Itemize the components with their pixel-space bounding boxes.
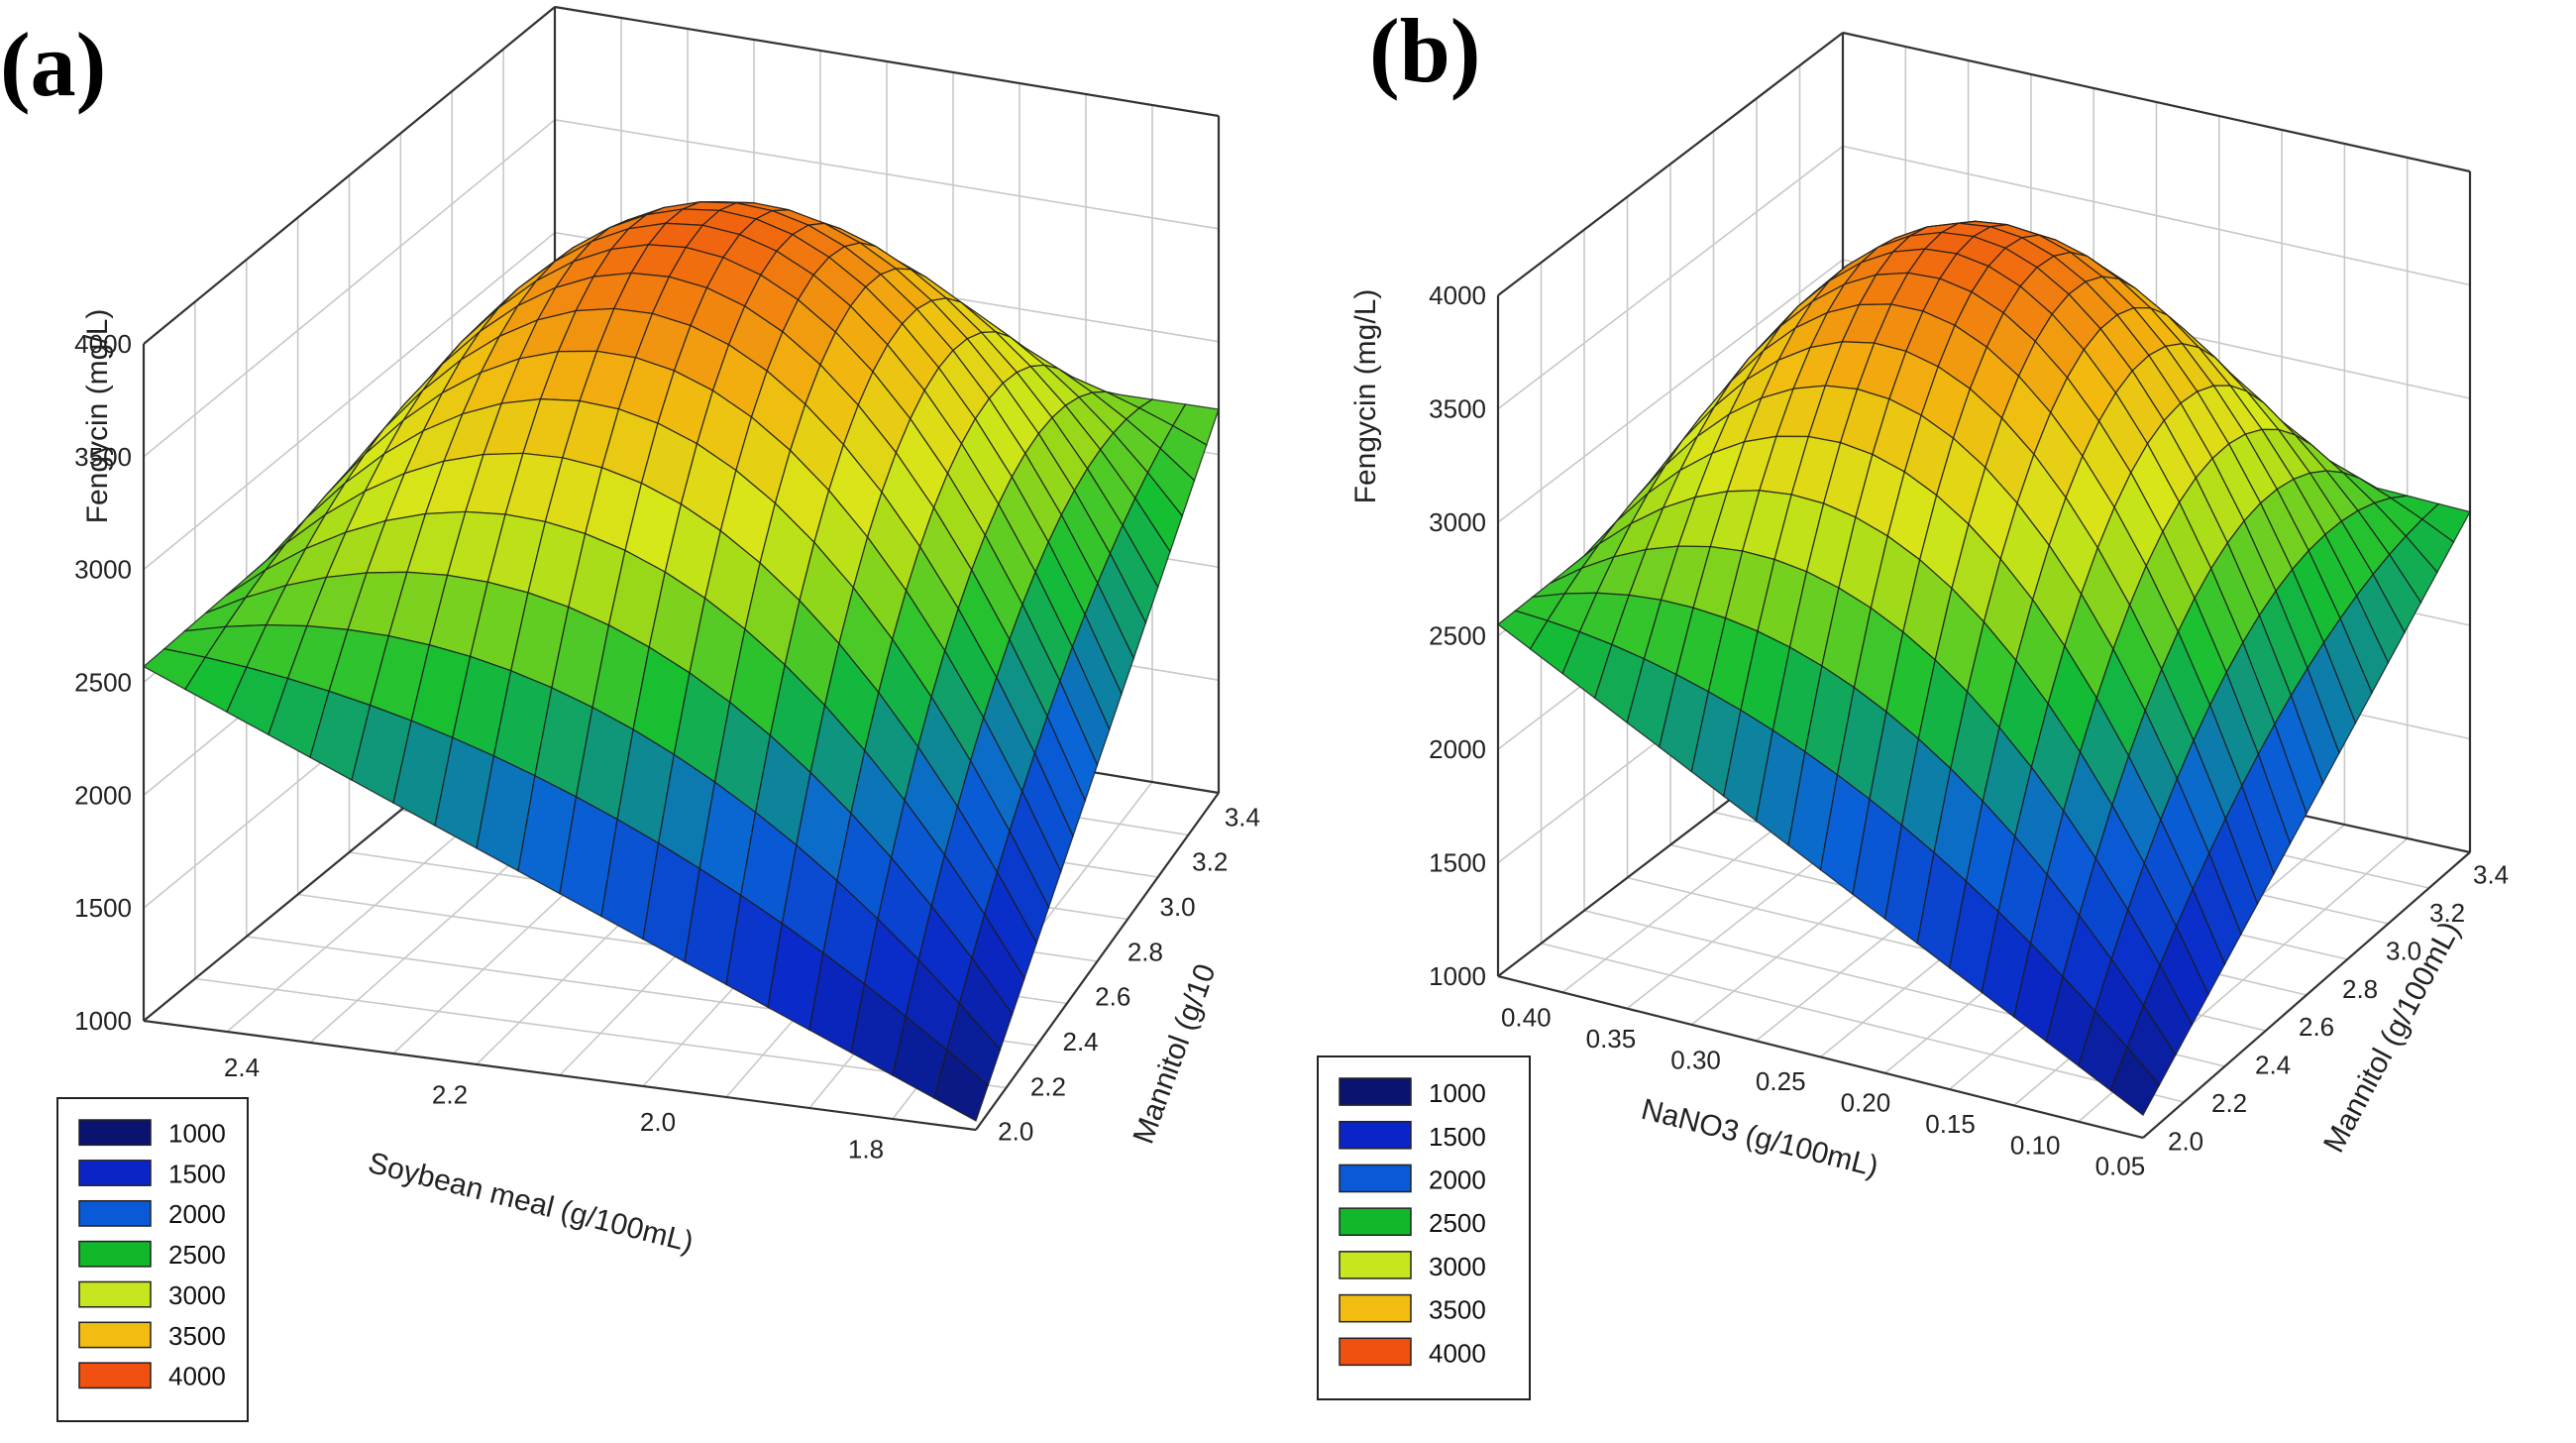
legend-label: 4000 [168, 1362, 226, 1391]
panel-a-ticks: 1000 1500 2000 2500 3000 3500 4000 2.4 2.2 2.0 1.8… [74, 329, 1260, 1164]
y-tick-label: 3.0 [1160, 892, 1196, 922]
z-tick-label: 2000 [74, 780, 132, 810]
legend-label: 3500 [1429, 1295, 1486, 1325]
z-tick-label: 2500 [1429, 621, 1486, 651]
z-tick-label: 3500 [1429, 394, 1486, 424]
x-tick-label: 2.4 [224, 1053, 260, 1082]
legend-swatch [1339, 1207, 1412, 1236]
legend-label: 4000 [1429, 1338, 1486, 1368]
legend-swatch [78, 1240, 152, 1268]
x-tick-label: 0.20 [1841, 1087, 1891, 1117]
y-tick-label: 2.2 [2211, 1088, 2247, 1118]
legend-label: 1500 [168, 1159, 226, 1188]
y-tick-label: 3.2 [1192, 847, 1228, 877]
panel-a-zlabel: Fengycin (mg/L) [81, 309, 114, 524]
y-tick-label: 3.0 [2386, 936, 2421, 965]
floor-gridline [194, 977, 1007, 1089]
x-tick-label: 1.8 [848, 1134, 884, 1164]
frame-edge [143, 1019, 977, 1132]
frame-edge [554, 5, 1220, 118]
legend-label: 1000 [168, 1118, 226, 1148]
y-tick-label: 2.0 [2168, 1126, 2203, 1156]
floor-gridline [1541, 943, 2185, 1103]
panel-b-label: (b) [1369, 0, 1480, 101]
z-tick-label: 1500 [74, 893, 132, 923]
z-tick-label: 3000 [1429, 507, 1486, 537]
z-tick-label: 1000 [74, 1006, 132, 1036]
legend-label: 3000 [168, 1280, 226, 1310]
legend-label: 2000 [1429, 1165, 1486, 1194]
panel-a-ylabel: Mannitol (g/10 [1127, 959, 1223, 1148]
y-tick-label: 2.4 [1063, 1027, 1099, 1056]
legend-swatch [78, 1280, 152, 1308]
y-tick-label: 3.4 [1225, 802, 1260, 832]
z-tick-label: 3000 [74, 555, 132, 585]
legend-swatch [1339, 1293, 1412, 1323]
surface-patch [2109, 1046, 2161, 1117]
panel-b-ticks: 1000 1500 2000 2500 3000 3500 4000 0.40 0.35 0.30… [1429, 280, 2509, 1181]
legend-label: 3000 [1429, 1252, 1486, 1281]
z-tick-label: 2000 [1429, 734, 1486, 764]
y-tick-label: 2.8 [2342, 974, 2378, 1004]
panel-a: (a) 1000 1500 2000 2500 3000 3500 4000 2.4 2.2 2.… [0, 5, 1260, 1422]
legend-label: 2000 [168, 1199, 226, 1229]
y-tick-label: 2.4 [2255, 1051, 2291, 1080]
z-tick-label: 2500 [74, 668, 132, 698]
frame-edge [2142, 851, 2471, 1139]
legend-swatch [78, 1321, 152, 1349]
surface-patch [933, 1049, 990, 1122]
legend-label: 2500 [168, 1240, 226, 1270]
y-tick-label: 2.6 [1095, 982, 1130, 1012]
panel-a-label: (a) [0, 14, 106, 115]
panel-b-zlabel: Fengycin (mg/L) [1349, 289, 1382, 504]
x-tick-label: 0.15 [1925, 1109, 1976, 1139]
y-tick-label: 2.8 [1127, 937, 1163, 966]
z-tick-label: 1500 [1429, 848, 1486, 878]
z-tick-label: 3500 [74, 442, 132, 472]
panel-a-surface [142, 201, 1220, 1122]
frame-edge [975, 792, 1220, 1131]
legend-swatch [1339, 1164, 1412, 1193]
frame-edge [1497, 974, 2144, 1140]
legend-label: 1500 [1429, 1122, 1486, 1152]
frame-edge [1497, 32, 1844, 296]
x-tick-label: 0.05 [2095, 1152, 2146, 1181]
z-tick-label: 1000 [1429, 961, 1486, 991]
y-tick-label: 3.2 [2429, 898, 2465, 928]
frame-edge [1842, 31, 2471, 173]
x-tick-label: 2.0 [640, 1107, 676, 1137]
frame-edge [143, 6, 556, 345]
x-tick-label: 0.30 [1670, 1045, 1721, 1074]
legend-swatch [1339, 1120, 1412, 1150]
y-tick-label: 3.4 [2473, 860, 2509, 890]
x-tick-label: 0.35 [1586, 1024, 1637, 1054]
panel-a-legend: 1000 1500 2000 2500 3000 3500 4000 [56, 1097, 249, 1422]
legend-swatch [1339, 1251, 1412, 1279]
legend-label: 2500 [1429, 1208, 1486, 1238]
x-tick-label: 0.10 [2010, 1130, 2061, 1160]
legend-swatch [1339, 1337, 1412, 1367]
y-tick-label: 2.0 [998, 1117, 1033, 1147]
x-tick-label: 2.2 [432, 1079, 468, 1109]
legend-swatch [78, 1362, 152, 1389]
legend-swatch [1339, 1077, 1412, 1106]
legend-swatch [78, 1119, 152, 1147]
z-tick-label: 4000 [1429, 280, 1486, 310]
panel-b-surface [1496, 220, 2471, 1117]
x-tick-label: 0.25 [1756, 1066, 1806, 1096]
legend-label: 3500 [168, 1321, 226, 1351]
legend-swatch [78, 1160, 152, 1186]
x-tick-label: 0.40 [1501, 1003, 1552, 1033]
panel-a-xlabel: Soybean meal (g/100mL) [365, 1147, 697, 1260]
y-tick-label: 2.2 [1030, 1071, 1066, 1101]
legend-label: 1000 [1429, 1078, 1486, 1108]
panel-b-legend: 1000 1500 2000 2500 3000 3500 4000 [1317, 1055, 1531, 1400]
panel-b: (b) 1000 1500 2000 2500 3000 3500 4000 0.40 0.35… [1317, 0, 2509, 1400]
z-tick-label: 4000 [74, 329, 132, 359]
y-tick-label: 2.6 [2299, 1012, 2334, 1042]
legend-swatch [78, 1199, 152, 1227]
